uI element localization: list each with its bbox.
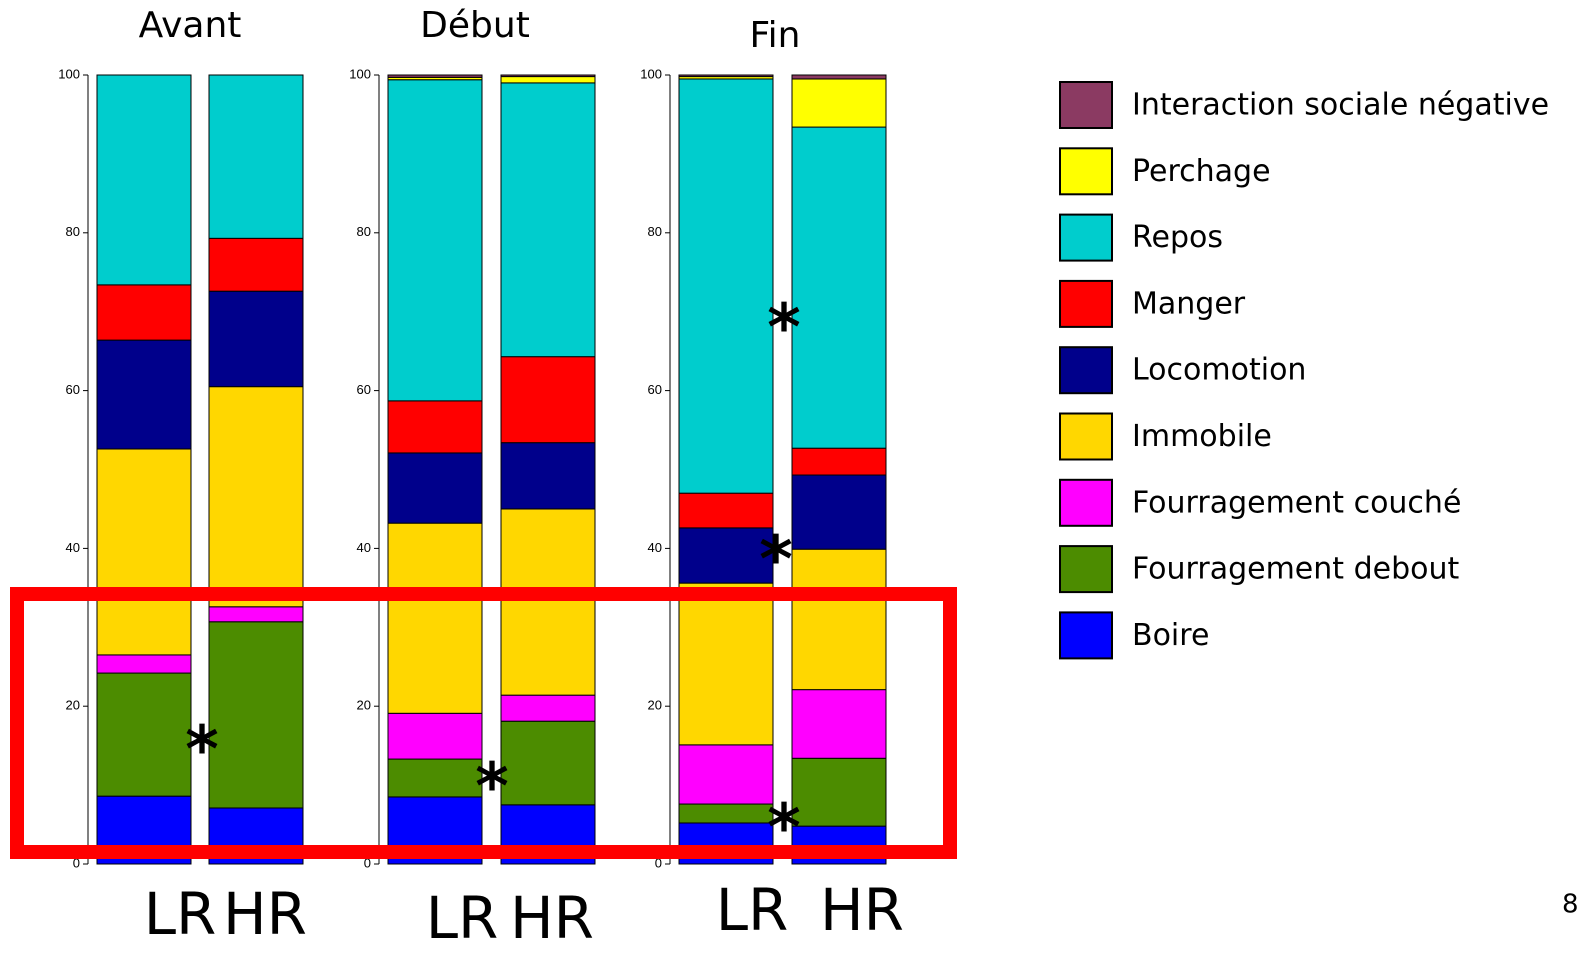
panel-title: Fin — [750, 15, 801, 56]
bar-segment — [678, 744, 774, 805]
y-tick-label: 80 — [648, 224, 662, 239]
bar-segment — [500, 694, 596, 722]
legend-swatch — [1059, 81, 1113, 129]
legend-label: Locomotion — [1132, 353, 1306, 388]
bar-segment — [678, 492, 774, 529]
bar-segment — [208, 386, 304, 608]
bar-segment — [791, 126, 887, 449]
bar-segment — [791, 74, 887, 80]
legend-label: Boire — [1132, 618, 1209, 653]
bar-segment — [500, 76, 596, 84]
legend-label: Fourragement debout — [1132, 552, 1459, 587]
bar-segment — [96, 654, 192, 674]
bar-segment — [678, 803, 774, 824]
x-tick-label: LR — [716, 876, 789, 944]
significance-mark: * — [185, 714, 218, 788]
bar-segment — [208, 621, 304, 809]
x-tick-label: LR — [426, 884, 499, 952]
bar-segment — [791, 78, 887, 128]
bar-segment — [500, 74, 596, 78]
y-tick-label: 60 — [66, 382, 80, 397]
y-tick-label: 60 — [357, 382, 371, 397]
legend-swatch — [1059, 279, 1113, 328]
bar-segment — [208, 74, 304, 239]
bar-segment — [791, 689, 887, 759]
y-tick-label: 60 — [648, 382, 662, 397]
significance-mark: * — [475, 751, 508, 825]
bar-segment — [208, 290, 304, 388]
bar-segment — [791, 757, 887, 827]
bar-segment — [500, 508, 596, 696]
bar-segment — [791, 548, 887, 691]
x-tick-label: HR — [820, 876, 904, 944]
bar-segment — [96, 339, 192, 450]
y-tick-label: 100 — [349, 66, 371, 81]
bar-segment — [500, 82, 596, 358]
page-number: 8 — [1562, 890, 1579, 920]
bar-segment — [387, 522, 483, 714]
significance-mark: * — [767, 292, 800, 366]
bar-segment — [500, 442, 596, 510]
y-tick-label: 0 — [655, 855, 662, 870]
panel-title: Avant — [139, 5, 242, 46]
legend-swatch — [1059, 346, 1113, 395]
bar-segment — [96, 74, 192, 286]
legend-label: Interaction sociale négative — [1132, 88, 1549, 123]
bar-segment — [96, 672, 192, 797]
legend-swatch — [1059, 213, 1113, 262]
legend-label: Perchage — [1132, 154, 1271, 189]
significance-mark: * — [759, 524, 792, 598]
legend-label: Repos — [1132, 220, 1223, 255]
bar-segment — [387, 74, 483, 78]
y-tick-label: 0 — [73, 855, 80, 870]
bar-segment — [678, 582, 774, 746]
y-tick-label: 0 — [364, 855, 371, 870]
bar-segment — [387, 79, 483, 402]
y-tick-label: 20 — [357, 698, 371, 713]
legend-swatch — [1059, 478, 1113, 527]
legend-swatch — [1059, 412, 1113, 461]
y-tick-label: 80 — [66, 224, 80, 239]
legend-label: Immobile — [1132, 419, 1272, 454]
bar-segment — [678, 78, 774, 494]
x-tick-label: LR — [144, 880, 217, 948]
bar-segment — [791, 474, 887, 550]
bar-segment — [678, 74, 774, 78]
legend-swatch — [1059, 611, 1113, 660]
bar-segment — [387, 452, 483, 524]
y-tick-label: 80 — [357, 224, 371, 239]
bar-segment — [208, 237, 304, 292]
legend-label: Manger — [1132, 286, 1246, 321]
y-tick-label: 20 — [648, 698, 662, 713]
y-tick-label: 100 — [58, 66, 80, 81]
bar-segment — [500, 720, 596, 806]
legend-label: Fourragement couché — [1132, 485, 1461, 520]
bar-segment — [387, 400, 483, 454]
bar-segment — [208, 606, 304, 623]
bar-segment — [96, 284, 192, 341]
bar-segment — [96, 448, 192, 656]
legend-swatch — [1059, 545, 1113, 594]
y-tick-label: 40 — [648, 540, 662, 555]
y-tick-label: 40 — [66, 540, 80, 555]
y-tick-label: 40 — [357, 540, 371, 555]
bar-segment — [791, 447, 887, 476]
bar-segment — [500, 356, 596, 444]
panel-title: Début — [420, 5, 530, 46]
x-tick-label: HR — [510, 884, 594, 952]
x-tick-label: HR — [223, 880, 307, 948]
legend-swatch — [1059, 147, 1113, 196]
bar-segment — [678, 527, 774, 584]
y-tick-label: 20 — [66, 698, 80, 713]
bar-segment — [387, 712, 483, 760]
bar-segment — [387, 758, 483, 798]
y-tick-label: 100 — [640, 66, 662, 81]
highlight-frame — [10, 587, 957, 859]
